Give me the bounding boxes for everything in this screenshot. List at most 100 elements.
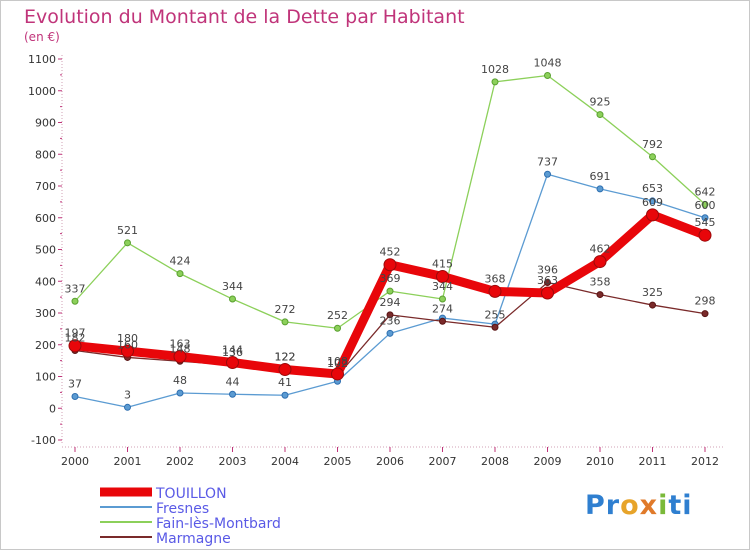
y-tick-label: 1100	[28, 53, 56, 66]
y-tick-label: 300	[35, 307, 56, 320]
data-point-touillon	[68, 339, 82, 353]
data-point-fresnes	[386, 329, 394, 337]
y-tick-label: 500	[35, 244, 56, 257]
chart-subtitle: (en €)	[24, 30, 60, 44]
x-tick-label: 2011	[639, 455, 667, 468]
data-label-touillon: 163	[170, 337, 191, 350]
data-point-fain-l-s-montbard	[491, 78, 499, 86]
data-point-marmagne	[386, 311, 394, 319]
x-tick-label: 2003	[219, 455, 247, 468]
data-label-fain-l-s-montbard: 642	[695, 185, 716, 198]
x-tick-label: 2001	[114, 455, 142, 468]
data-label-fresnes: 3	[124, 388, 131, 401]
data-label-touillon: 452	[380, 246, 401, 259]
data-label-marmagne: 136	[222, 346, 243, 359]
data-point-touillon	[226, 356, 239, 370]
data-point-fain-l-s-montbard	[281, 318, 289, 326]
data-point-marmagne	[491, 323, 499, 331]
data-label-touillon: 180	[117, 332, 138, 345]
data-label-fresnes: 236	[380, 314, 401, 327]
data-label-fresnes: 737	[537, 155, 558, 168]
data-point-touillon	[541, 286, 554, 300]
data-point-fresnes	[596, 185, 604, 193]
data-point-fresnes	[281, 391, 289, 399]
data-point-touillon	[593, 255, 607, 269]
data-label-fain-l-s-montbard: 337	[65, 282, 86, 295]
data-label-fain-l-s-montbard: 521	[117, 224, 138, 237]
data-point-fain-l-s-montbard	[334, 324, 341, 332]
data-point-fresnes	[229, 390, 236, 398]
y-tick-label: 900	[35, 117, 56, 130]
data-point-fresnes	[544, 170, 551, 178]
y-tick-label: 100	[35, 371, 56, 384]
y-tick-label: 1000	[28, 85, 56, 98]
x-tick-label: 2010	[586, 455, 614, 468]
legend-label-marmagne: Marmagne	[156, 531, 231, 547]
data-point-touillon	[331, 367, 344, 381]
logo-part-5: ti	[668, 490, 693, 521]
data-label-touillon: 108	[327, 355, 348, 368]
data-label-fresnes: 600	[695, 199, 716, 212]
data-label-fresnes: 41	[278, 376, 292, 389]
data-label-marmagne: 160	[117, 338, 138, 351]
data-label-fain-l-s-montbard: 792	[642, 138, 663, 151]
x-tick-label: 2002	[166, 455, 194, 468]
data-point-touillon	[698, 228, 712, 242]
data-label-marmagne: 102	[327, 357, 348, 370]
data-point-fresnes	[71, 393, 79, 401]
data-label-marmagne: 325	[642, 286, 663, 299]
data-point-touillon	[278, 363, 292, 377]
data-label-touillon: 368	[485, 272, 506, 285]
data-label-touillon: 545	[695, 216, 716, 229]
data-label-fain-l-s-montbard: 424	[170, 255, 191, 268]
data-point-fresnes	[649, 197, 656, 205]
data-label-marmagne: 182	[65, 331, 86, 344]
data-point-fresnes	[176, 389, 184, 397]
data-point-fain-l-s-montbard	[176, 270, 184, 278]
logo-part-2: o	[620, 490, 640, 521]
x-tick-label: 2008	[481, 455, 509, 468]
data-label-fain-l-s-montbard: 1048	[534, 57, 562, 70]
data-point-fresnes	[701, 214, 709, 222]
data-label-marmagne: 122	[275, 351, 296, 364]
data-point-touillon	[121, 344, 134, 358]
y-tick-label: 200	[35, 339, 56, 352]
x-tick-label: 2007	[429, 455, 457, 468]
chart-title: Evolution du Montant de la Dette par Hab…	[24, 6, 465, 28]
data-label-marmagne: 294	[380, 296, 401, 309]
data-point-fain-l-s-montbard	[649, 153, 656, 161]
data-label-fresnes: 691	[590, 170, 611, 183]
logo-part-4: i	[658, 490, 669, 521]
data-point-marmagne	[596, 291, 604, 299]
y-tick-label: 800	[35, 148, 56, 161]
x-tick-label: 2000	[61, 455, 89, 468]
data-label-touillon: 415	[432, 257, 453, 270]
data-point-fain-l-s-montbard	[439, 295, 446, 303]
x-tick-label: 2004	[271, 455, 299, 468]
data-label-fresnes: 48	[173, 374, 187, 387]
data-label-fresnes: 653	[642, 182, 663, 195]
data-label-touillon: 197	[65, 327, 86, 340]
data-label-marmagne: 358	[590, 276, 611, 289]
x-tick-label: 2006	[376, 455, 404, 468]
logo-part-3: x	[639, 490, 659, 521]
data-label-fain-l-s-montbard: 252	[327, 309, 348, 322]
y-tick-label: 400	[35, 275, 56, 288]
data-point-touillon	[383, 258, 397, 272]
data-point-touillon	[488, 284, 502, 298]
data-point-fain-l-s-montbard	[124, 239, 131, 247]
data-point-fain-l-s-montbard	[544, 72, 551, 80]
data-point-fain-l-s-montbard	[596, 111, 604, 119]
data-point-marmagne	[649, 301, 656, 309]
legend-label-touillon: TOUILLON	[155, 486, 227, 502]
data-label-fresnes: 44	[226, 375, 240, 388]
data-label-touillon: 122	[275, 351, 296, 364]
proxiti-logo: Proxiti	[585, 490, 693, 521]
data-point-fain-l-s-montbard	[229, 295, 236, 303]
data-point-marmagne	[701, 310, 709, 318]
data-label-marmagne: 148	[170, 342, 191, 355]
data-point-touillon	[436, 269, 449, 283]
data-label-fain-l-s-montbard: 369	[380, 272, 401, 285]
data-label-marmagne: 298	[695, 295, 716, 308]
data-label-fain-l-s-montbard: 925	[590, 96, 611, 109]
